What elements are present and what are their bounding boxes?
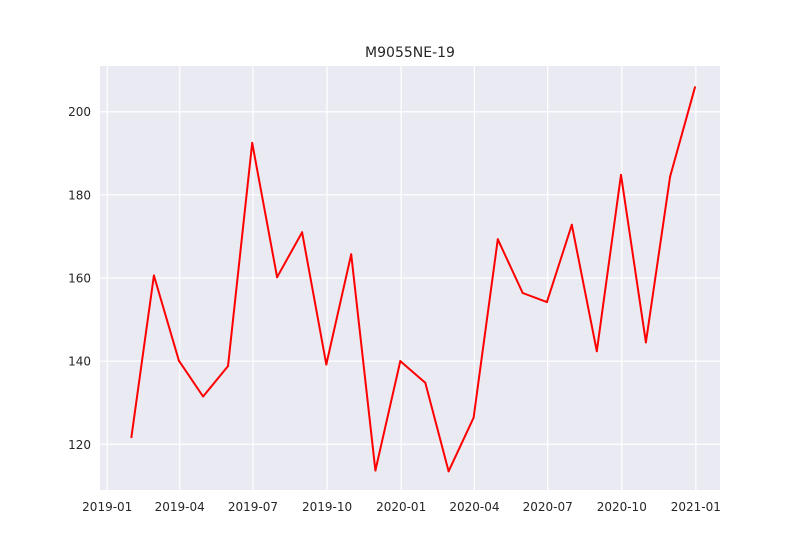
x-tick-label: 2019-10 [302,500,352,514]
data-point [177,359,180,362]
data-point [374,469,377,472]
series-line [130,86,696,473]
data-point [472,416,475,419]
data-point [350,253,353,256]
grid [100,66,720,490]
data-point [447,470,450,473]
y-tick-label: 200 [68,105,91,119]
data-point [399,360,402,363]
data-point [570,223,573,226]
series-layer [130,86,696,473]
data-point [276,276,279,279]
data-point [202,395,205,398]
data-point [227,365,229,368]
x-tick-label: 2020-01 [376,500,426,514]
y-tick-label: 120 [68,438,91,452]
x-tick-label: 2021-01 [671,500,721,514]
data-point [595,350,598,353]
x-tick-label: 2019-01 [82,500,132,514]
x-tick-label: 2019-07 [228,500,278,514]
data-point [496,238,499,241]
data-point [644,341,647,344]
data-point [152,274,155,277]
x-tick-label: 2020-10 [597,500,647,514]
data-point [521,292,524,294]
data-point [251,141,254,144]
data-point [301,231,304,234]
x-tick-label: 2019-04 [155,500,205,514]
data-point [424,381,427,384]
x-tick-label: 2020-07 [523,500,573,514]
y-tick-label: 180 [68,188,91,202]
y-tick-label: 140 [68,355,91,369]
chart-title: M9055NE-19 [365,45,455,61]
y-axis: 120 140 160 180 200 [68,105,91,452]
data-point [325,363,328,366]
x-tick-label: 2020-04 [449,500,499,514]
x-axis: 2019-01 2019-04 2019-07 2019-10 2020-01 2020-… [82,500,721,514]
data-point [669,175,672,178]
y-tick-label: 160 [68,272,91,286]
data-point [694,86,696,89]
data-point [130,436,133,439]
data-point [620,173,622,176]
data-point [545,301,548,304]
